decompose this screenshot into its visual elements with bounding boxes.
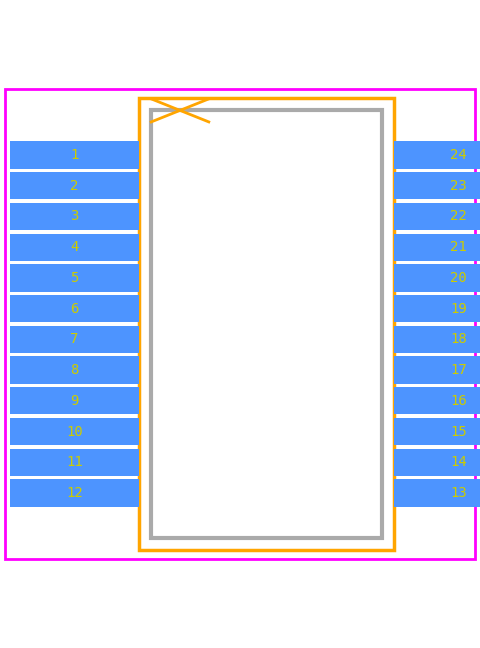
FancyBboxPatch shape xyxy=(10,387,139,415)
Text: 19: 19 xyxy=(450,301,467,316)
FancyBboxPatch shape xyxy=(10,448,139,476)
Text: 21: 21 xyxy=(450,240,467,254)
Text: 20: 20 xyxy=(450,271,467,285)
FancyBboxPatch shape xyxy=(10,141,139,168)
FancyBboxPatch shape xyxy=(394,356,480,384)
FancyBboxPatch shape xyxy=(139,98,394,550)
FancyBboxPatch shape xyxy=(394,326,480,353)
FancyBboxPatch shape xyxy=(10,326,139,353)
FancyBboxPatch shape xyxy=(394,480,480,507)
Text: 22: 22 xyxy=(450,209,467,224)
FancyBboxPatch shape xyxy=(10,264,139,292)
Text: 14: 14 xyxy=(450,456,467,469)
Text: 1: 1 xyxy=(70,148,79,162)
FancyBboxPatch shape xyxy=(394,418,480,445)
Text: 18: 18 xyxy=(450,332,467,347)
Text: 6: 6 xyxy=(70,301,79,316)
Text: 17: 17 xyxy=(450,363,467,377)
FancyBboxPatch shape xyxy=(10,480,139,507)
Text: 15: 15 xyxy=(450,424,467,439)
Text: 4: 4 xyxy=(70,240,79,254)
FancyBboxPatch shape xyxy=(394,233,480,261)
Text: 13: 13 xyxy=(450,486,467,500)
FancyBboxPatch shape xyxy=(10,233,139,261)
FancyBboxPatch shape xyxy=(394,295,480,322)
Text: 8: 8 xyxy=(70,363,79,377)
Text: 7: 7 xyxy=(70,332,79,347)
Text: 16: 16 xyxy=(450,394,467,408)
Text: 10: 10 xyxy=(66,424,83,439)
Text: 2: 2 xyxy=(70,179,79,192)
Text: 5: 5 xyxy=(70,271,79,285)
FancyBboxPatch shape xyxy=(10,172,139,200)
FancyBboxPatch shape xyxy=(10,418,139,445)
FancyBboxPatch shape xyxy=(394,203,480,230)
Text: 23: 23 xyxy=(450,179,467,192)
Text: 11: 11 xyxy=(66,456,83,469)
FancyBboxPatch shape xyxy=(394,172,480,200)
FancyBboxPatch shape xyxy=(394,264,480,292)
FancyBboxPatch shape xyxy=(151,110,382,538)
Text: 9: 9 xyxy=(70,394,79,408)
FancyBboxPatch shape xyxy=(394,387,480,415)
FancyBboxPatch shape xyxy=(10,356,139,384)
FancyBboxPatch shape xyxy=(394,448,480,476)
Text: 24: 24 xyxy=(450,148,467,162)
Text: 3: 3 xyxy=(70,209,79,224)
FancyBboxPatch shape xyxy=(394,141,480,168)
FancyBboxPatch shape xyxy=(10,203,139,230)
Text: 12: 12 xyxy=(66,486,83,500)
FancyBboxPatch shape xyxy=(10,295,139,322)
